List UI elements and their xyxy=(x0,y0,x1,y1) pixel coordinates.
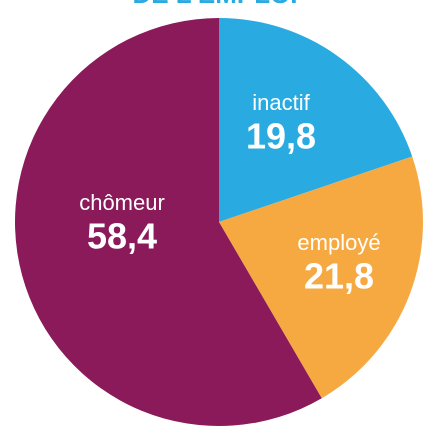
pie-slice xyxy=(219,156,423,399)
slice-value: 19,8 xyxy=(246,116,316,157)
slice-value: 21,8 xyxy=(304,256,374,297)
pie-slice xyxy=(219,18,413,222)
slice-label: employé xyxy=(297,230,380,255)
chart-title: DE L'EMPLOI xyxy=(132,0,297,9)
pie-slice xyxy=(15,18,322,426)
slice-label: chômeur xyxy=(79,190,165,215)
slice-value: 58,4 xyxy=(87,216,157,257)
slice-label: inactif xyxy=(252,90,310,115)
